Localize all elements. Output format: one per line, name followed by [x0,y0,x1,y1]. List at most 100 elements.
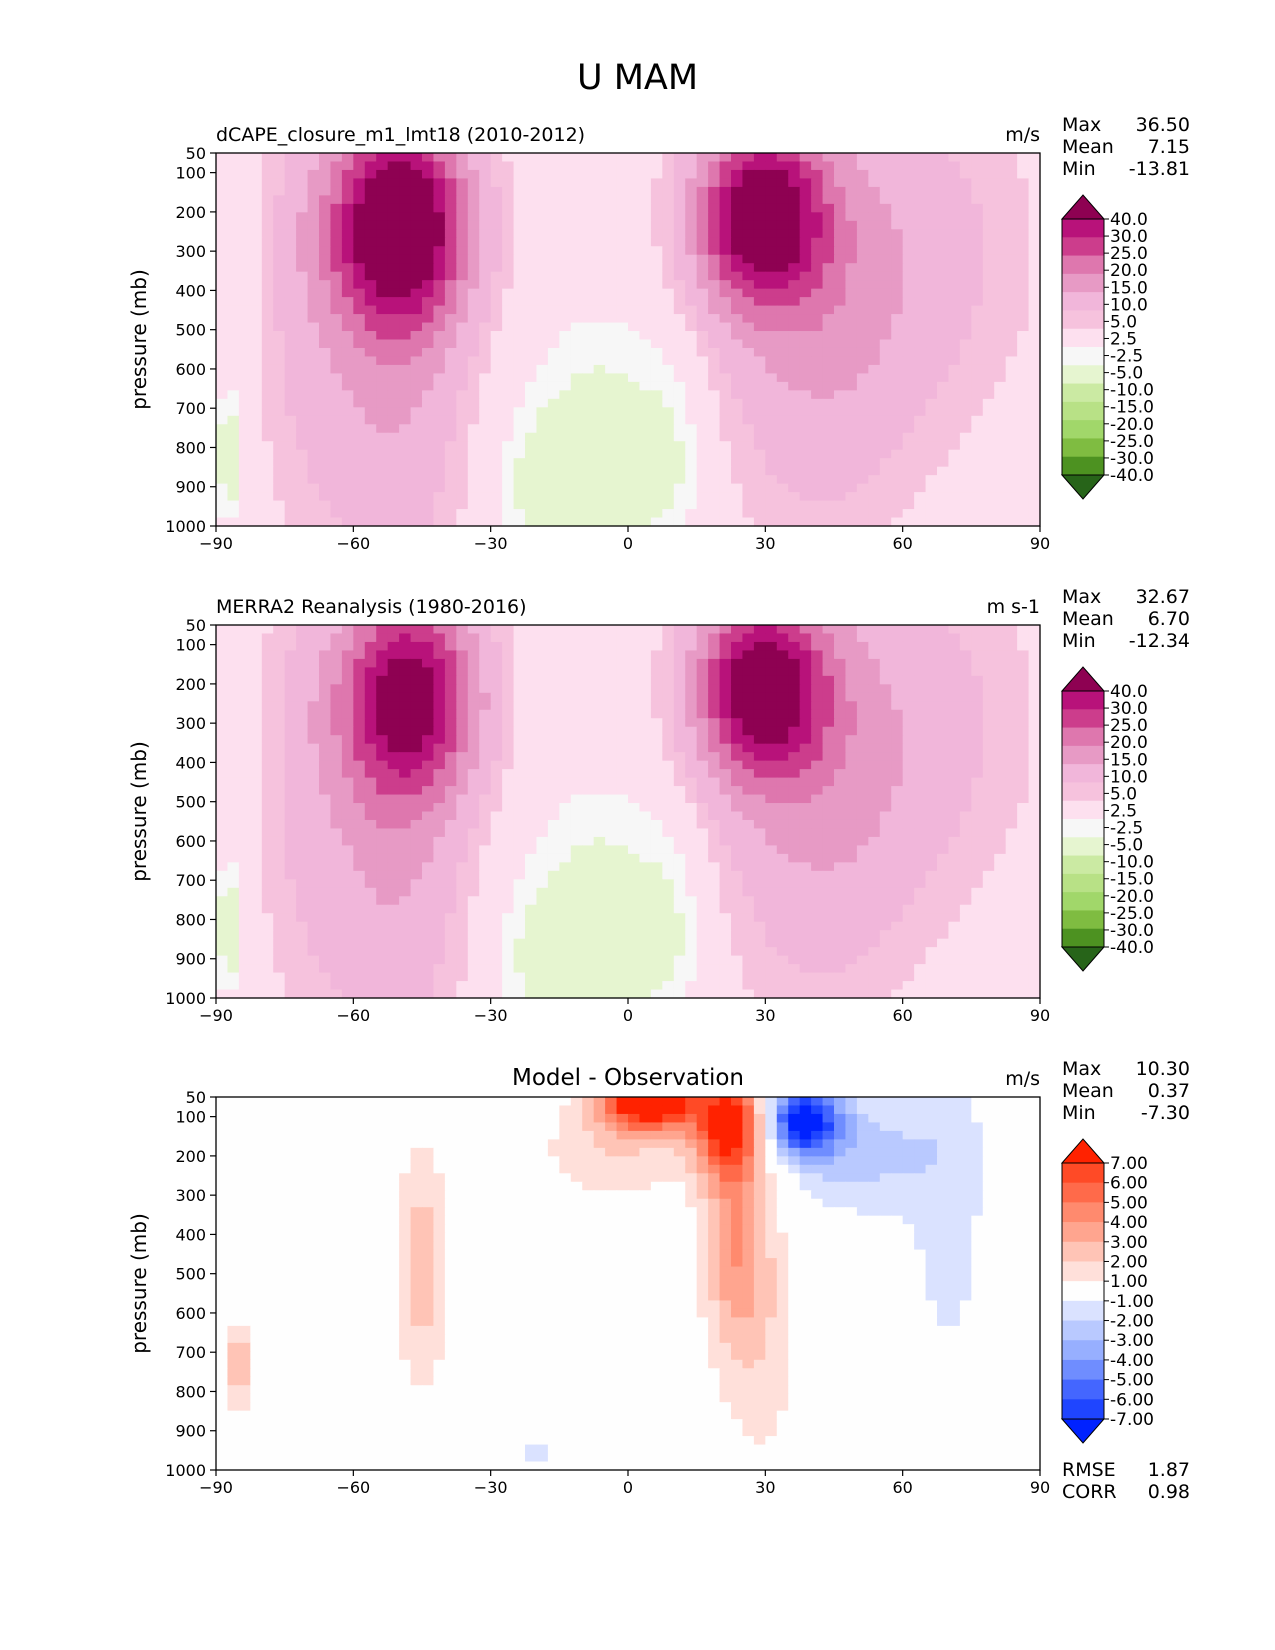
colorbar-swatch [1062,420,1104,439]
y-tick-label: 700 [175,399,206,418]
colorbar-swatch [1062,219,1104,238]
colorbar-label: -40.0 [1110,466,1154,486]
colorbar-swatch [1062,365,1104,384]
y-tick-label: 700 [175,1343,206,1362]
x-tick-label: 30 [755,1006,775,1025]
x-tick-label: −60 [336,534,370,553]
colorbar-label: -10.0 [1110,381,1154,401]
colorbar-swatch [1062,273,1104,293]
stat-value: -12.34 [1129,630,1190,652]
y-tick-label: 1000 [165,517,206,536]
colorbar-label: 2.5 [1110,329,1137,349]
colorbar-swatch [1062,1359,1104,1381]
colorbar-swatch [1062,1399,1104,1420]
y-tick-label: 500 [175,1265,206,1284]
colorbar-swatch [1062,347,1104,366]
stat-label: Min [1062,158,1096,180]
y-tick-label: 400 [175,753,206,772]
colorbar-label: 5.0 [1110,784,1137,804]
colorbar-label: 20.0 [1110,733,1148,753]
panel-left-title: MERRA2 Reanalysis (1980-2016) [216,596,527,618]
colorbar-label: 15.0 [1110,750,1148,770]
y-tick-label: 300 [175,714,206,733]
colorbar-swatch [1062,1379,1104,1400]
colorbar-label: -3.00 [1110,1331,1154,1351]
colorbar: 40.030.025.020.015.010.05.02.5-2.5-5.0-1… [1060,666,1154,972]
stat-label: Max [1062,114,1101,136]
y-tick-label: 200 [175,203,206,222]
colorbar-swatch [1062,1261,1104,1282]
y-tick-label: 500 [175,321,206,340]
stat-label: RMSE [1062,1459,1116,1481]
colorbar-swatch [1062,837,1104,856]
y-tick-label: 200 [175,675,206,694]
colorbar-label: -4.00 [1110,1351,1154,1371]
colorbar-frame [1061,1162,1105,1420]
colorbar-extend-max [1060,194,1106,220]
panel-units: m/s [1005,124,1040,146]
colorbar-swatch [1062,456,1104,476]
colorbar-label: -15.0 [1110,870,1154,890]
x-tick-label: 60 [892,534,912,553]
stat-label: Mean [1062,1080,1114,1102]
stat-value: -13.81 [1129,158,1190,180]
y-tick-label: 50 [186,616,206,635]
colorbar-label: -20.0 [1110,887,1154,907]
x-tick-label: 90 [1030,534,1050,553]
colorbar-label: -15.0 [1110,398,1154,418]
colorbar-label: -25.0 [1110,432,1154,452]
colorbar-label: 15.0 [1110,278,1148,298]
colorbar-label: 10.0 [1110,767,1148,787]
colorbar-swatch [1062,800,1104,820]
stat-label: Min [1062,630,1096,652]
stat-label: Mean [1062,608,1114,630]
colorbar-swatch [1062,1241,1104,1262]
colorbar-extend-min [1060,946,1106,972]
colorbar-swatch [1062,910,1104,930]
y-tick-label: 300 [175,242,206,261]
colorbar-label: -40.0 [1110,938,1154,958]
x-tick-label: −60 [336,1006,370,1025]
contour-field [216,153,1041,527]
x-tick-label: 30 [755,1478,775,1497]
colorbar-label: 6.00 [1110,1174,1148,1194]
colorbar-swatch [1062,928,1104,948]
colorbar-label: -7.00 [1110,1410,1154,1430]
stat-value: 0.98 [1148,1481,1190,1503]
colorbar-frame [1061,218,1105,476]
y-axis-label: pressure (mb) [127,269,151,410]
y-axis-label: pressure (mb) [127,741,151,882]
colorbar-swatch [1062,1163,1104,1184]
y-tick-label: 200 [175,1147,206,1166]
colorbar-swatch [1062,328,1104,348]
colorbar-label: -30.0 [1110,921,1154,941]
y-tick-label: 100 [175,1108,206,1127]
colorbar-label: 5.0 [1110,312,1137,332]
y-tick-label: 50 [186,1088,206,1107]
stat-value: 1.87 [1148,1459,1190,1481]
stat-value: 7.15 [1148,136,1190,158]
y-tick-label: 100 [175,164,206,183]
colorbar-swatch [1062,237,1104,256]
x-tick-label: 90 [1030,1006,1050,1025]
colorbar-label: 3.00 [1110,1233,1148,1253]
colorbar-label: -5.00 [1110,1371,1154,1391]
x-tick-label: −30 [474,1006,508,1025]
colorbar-label: -1.00 [1110,1292,1154,1312]
colorbar-swatch [1062,855,1104,875]
x-tick-label: −30 [474,534,508,553]
panel-units: m/s [1005,1068,1040,1090]
stat-label: Max [1062,1058,1101,1080]
colorbar-label: 30.0 [1110,227,1148,247]
colorbar-label: 4.00 [1110,1213,1148,1233]
colorbar-swatch [1062,709,1104,728]
colorbar-swatch [1062,819,1104,838]
stat-value: 6.70 [1148,608,1190,630]
stat-label: CORR [1062,1481,1117,1503]
colorbar-label: 25.0 [1110,716,1148,736]
colorbar-swatch [1062,438,1104,458]
y-tick-label: 400 [175,281,206,300]
